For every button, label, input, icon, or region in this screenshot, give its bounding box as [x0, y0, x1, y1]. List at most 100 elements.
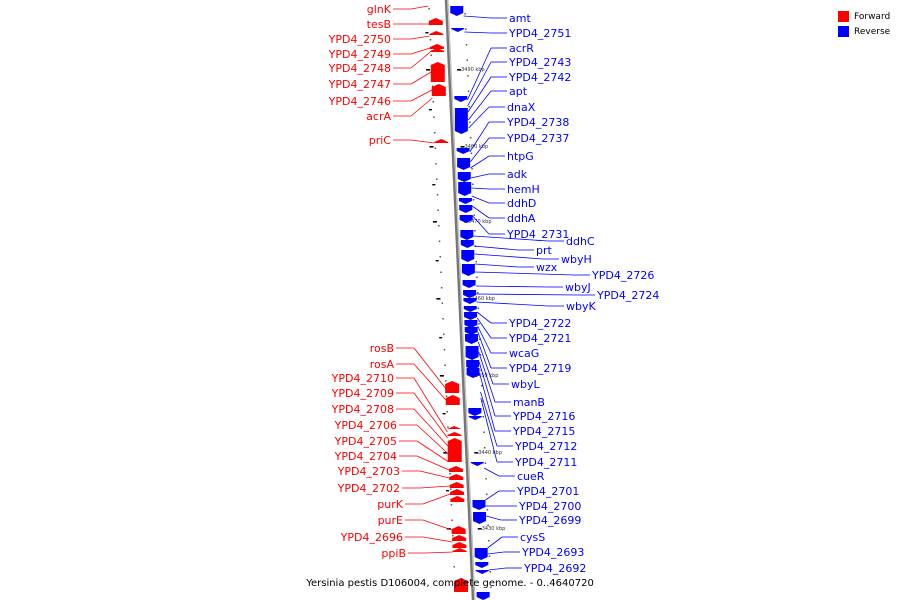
forward-gene-glyph [447, 432, 462, 436]
reverse-leader [479, 373, 496, 432]
reverse-gene-label[interactable]: YPD4_2751 [508, 27, 571, 40]
axis-dot [446, 411, 448, 413]
forward-gene-label[interactable]: YPD4_2696 [340, 531, 403, 544]
reverse-gene-label[interactable]: dnaX [507, 101, 536, 114]
reverse-gene-glyph [457, 158, 471, 170]
reverse-gene-label[interactable]: cueR [517, 470, 545, 483]
forward-gene-label[interactable]: YPD4_2706 [334, 419, 397, 432]
forward-leader [410, 35, 430, 40]
reverse-gene-label[interactable]: YPD4_2742 [508, 71, 571, 84]
reverse-gene-label[interactable]: ddhC [566, 235, 595, 248]
reverse-gene-label[interactable]: YPD4_2701 [516, 485, 579, 498]
reverse-gene-label[interactable]: YPD4_2731 [506, 228, 569, 241]
reverse-gene-glyph [462, 280, 476, 288]
forward-gene-label[interactable]: YPD4_2705 [334, 435, 397, 448]
forward-gene-glyph [434, 139, 449, 143]
reverse-gene-label[interactable]: hemH [507, 183, 540, 196]
reverse-gene-label[interactable]: YPD4_2692 [523, 562, 586, 575]
forward-gene-label[interactable]: YPD4_2710 [331, 372, 394, 385]
reverse-gene-label[interactable]: acrR [509, 42, 534, 55]
sequence-caption: Yersinia pestis D106004, complete genome… [306, 578, 594, 589]
scale-tick-label: 3470 kbp [468, 219, 492, 225]
forward-gene-label[interactable]: purE [378, 514, 403, 527]
reverse-gene-label[interactable]: amt [509, 12, 531, 25]
axis-dot [488, 555, 491, 557]
reverse-gene-label[interactable]: YPD4_2711 [514, 456, 577, 469]
forward-gene-label[interactable]: YPD4_2746 [328, 95, 391, 108]
reverse-gene-label[interactable]: wbyJ [565, 281, 591, 294]
reverse-gene-label[interactable]: YPD4_2737 [506, 132, 569, 145]
axis-dot [429, 39, 432, 41]
reverse-gene-label[interactable]: YPD4_2726 [591, 269, 654, 282]
reverse-gene-glyph [475, 570, 489, 574]
minor-tick [425, 32, 429, 34]
forward-gene-label[interactable]: YPD4_2747 [328, 78, 391, 91]
reverse-gene-label[interactable]: htpG [507, 150, 534, 163]
axis-dot [444, 364, 446, 366]
forward-gene-label[interactable]: YPD4_2702 [337, 482, 400, 495]
reverse-gene-label[interactable]: cysS [520, 531, 545, 544]
reverse-leader [480, 397, 498, 463]
reverse-gene-label[interactable]: manB [513, 396, 545, 409]
scale-tick-right [457, 69, 462, 71]
reverse-gene-label[interactable]: YPD4_2715 [512, 425, 575, 438]
reverse-leader [463, 15, 492, 19]
reverse-gene-label[interactable]: wbyL [511, 378, 540, 391]
reverse-gene-label[interactable]: wzx [536, 261, 558, 274]
reverse-gene-label[interactable]: wbyK [566, 300, 596, 313]
forward-gene-label[interactable]: purK [377, 498, 403, 511]
reverse-gene-label[interactable]: YPD4_2724 [596, 289, 659, 302]
reverse-leader [471, 195, 490, 204]
reverse-gene-label[interactable]: YPD4_2712 [514, 440, 577, 453]
forward-leader [410, 5, 429, 10]
forward-gene-label[interactable]: YPD4_2704 [334, 450, 397, 463]
reverse-gene-label[interactable]: wbyH [561, 253, 592, 266]
reverse-gene-glyph [458, 182, 472, 196]
reverse-gene-label[interactable]: wcaG [509, 347, 539, 360]
reverse-leader [473, 235, 549, 242]
reverse-gene-label[interactable]: ddhD [507, 197, 536, 210]
scale-tick-left [436, 298, 441, 300]
forward-gene-label[interactable]: priC [369, 134, 392, 147]
forward-leader [410, 139, 435, 144]
reverse-leader [487, 551, 505, 555]
reverse-gene-label[interactable]: apt [509, 85, 528, 98]
minor-tick [432, 184, 436, 186]
forward-gene-glyph [452, 542, 467, 548]
forward-gene-label[interactable]: YPD4_2708 [331, 403, 394, 416]
axis-dot [431, 85, 434, 87]
reverse-gene-label[interactable]: YPD4_2722 [508, 317, 571, 330]
forward-gene-label[interactable]: acrA [366, 110, 391, 123]
reverse-leader [469, 121, 490, 153]
forward-gene-label[interactable]: YPD4_2750 [328, 33, 391, 46]
axis-dot [479, 338, 481, 340]
reverse-gene-label[interactable]: ddhA [507, 212, 536, 225]
forward-gene-label[interactable]: rosA [370, 358, 395, 371]
forward-gene-label[interactable]: YPD4_2748 [328, 62, 391, 75]
forward-gene-label[interactable]: rosB [370, 342, 394, 355]
forward-gene-glyph [429, 44, 444, 49]
reverse-gene-label[interactable]: YPD4_2693 [521, 546, 584, 559]
reverse-gene-label[interactable]: adk [507, 168, 528, 181]
forward-gene-label[interactable]: ppiB [381, 547, 406, 560]
reverse-gene-label[interactable]: prt [536, 244, 553, 257]
forward-gene-label[interactable]: YPD4_2709 [331, 387, 394, 400]
reverse-gene-label[interactable]: YPD4_2743 [508, 56, 571, 69]
reverse-leader [472, 215, 490, 235]
reverse-gene-label[interactable]: YPD4_2719 [508, 362, 571, 375]
forward-gene-label[interactable]: YPD4_2703 [337, 465, 400, 478]
minor-tick [435, 260, 439, 262]
forward-gene-label[interactable]: glnK [367, 3, 392, 16]
reverse-gene-label[interactable]: YPD4_2700 [518, 500, 581, 513]
reverse-gene-label[interactable]: YPD4_2721 [508, 332, 571, 345]
forward-gene-glyph [429, 31, 444, 35]
reverse-gene-label[interactable]: YPD4_2738 [506, 116, 569, 129]
reverse-gene-label[interactable]: YPD4_2716 [512, 410, 575, 423]
reverse-gene-label[interactable]: YPD4_2699 [518, 514, 581, 527]
forward-gene-glyph [448, 466, 463, 472]
reverse-leader [471, 187, 490, 190]
axis-dot [445, 395, 448, 397]
scale-tick-label: 3430 kbp [482, 526, 506, 532]
forward-gene-label[interactable]: tesB [367, 18, 391, 31]
forward-gene-label[interactable]: YPD4_2749 [328, 48, 391, 61]
